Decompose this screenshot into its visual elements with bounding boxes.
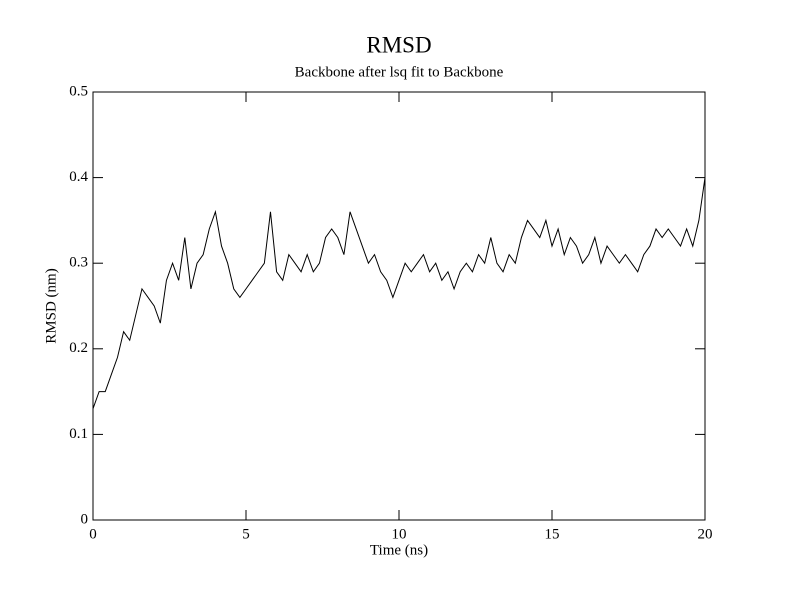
chart-title: RMSD xyxy=(366,32,431,57)
x-tick-label: 10 xyxy=(392,526,407,542)
y-tick-label: 0.2 xyxy=(69,340,88,356)
y-tick-label: 0.1 xyxy=(69,426,88,442)
x-tick-label: 5 xyxy=(242,526,250,542)
y-tick-label: 0.3 xyxy=(69,255,88,271)
data-line xyxy=(92,177,706,409)
y-tick-label: 0.4 xyxy=(69,169,88,185)
x-tick-label: 20 xyxy=(698,526,713,542)
y-tick-label: 0.5 xyxy=(69,83,88,99)
x-axis-label: Time (ns) xyxy=(370,542,428,558)
y-tick-label: 0 xyxy=(81,511,89,527)
x-tick-label: 15 xyxy=(545,526,560,542)
x-tick-label: 0 xyxy=(89,526,97,542)
chart-subtitle: Backbone after lsq fit to Backbone xyxy=(295,64,504,80)
y-axis-label: RMSD (nm) xyxy=(43,268,59,343)
